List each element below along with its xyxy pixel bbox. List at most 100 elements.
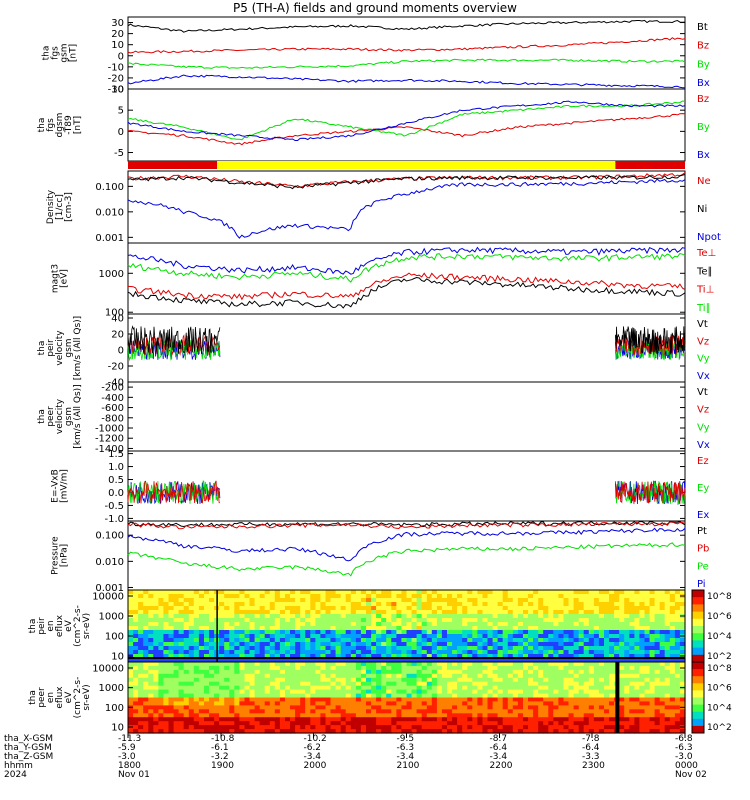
spectrogram-cell xyxy=(325,642,332,647)
spectrogram-cell xyxy=(371,622,377,627)
spectrogram-cell xyxy=(128,721,134,726)
spectrogram-cell xyxy=(335,638,342,643)
spectrogram-cell xyxy=(447,630,453,635)
spectrogram-cell xyxy=(310,638,316,643)
spectrogram-cell xyxy=(492,697,499,702)
spectrogram-cell xyxy=(340,662,347,667)
spectrogram-cell xyxy=(502,725,509,730)
spectrogram-cell xyxy=(391,681,397,687)
spectrogram-cell xyxy=(421,729,428,734)
spectrogram-cell xyxy=(371,614,377,619)
spectrogram-cell xyxy=(543,713,549,718)
spectrogram-cell xyxy=(330,650,337,655)
spectrogram-cell xyxy=(366,590,372,595)
spectrogram-cell xyxy=(548,602,554,607)
spectrogram-cell xyxy=(249,638,256,643)
spectrogram-cell xyxy=(487,658,494,663)
spectrogram-cell xyxy=(335,634,342,639)
spectrogram-cell xyxy=(573,626,580,631)
spectrogram-cell xyxy=(158,638,165,643)
spectrogram-cell xyxy=(674,709,681,714)
spectrogram-cell xyxy=(669,622,676,627)
spectrogram-cell xyxy=(269,685,276,691)
spectrogram-cell xyxy=(269,622,276,627)
spectrogram-cell xyxy=(305,729,311,734)
spectrogram-cell xyxy=(158,626,165,631)
spectrogram-cell xyxy=(573,614,580,619)
spectrogram-cell xyxy=(335,693,342,699)
mode-bar-segment xyxy=(217,161,616,169)
spectrogram-cell xyxy=(431,622,438,627)
spectrogram-cell xyxy=(391,677,397,683)
spectrogram-cell xyxy=(482,594,489,599)
spectrogram-cell xyxy=(457,638,463,643)
spectrogram-cell xyxy=(674,693,681,699)
spectrogram-cell xyxy=(502,713,509,718)
spectrogram-cell xyxy=(523,693,529,699)
spectrogram-cell xyxy=(523,610,529,615)
spectrogram-cell xyxy=(659,685,666,691)
spectrogram-cell xyxy=(447,614,453,619)
spectrogram-cell xyxy=(340,709,347,714)
spectrogram-cell xyxy=(391,689,397,695)
spectrogram-cell xyxy=(214,689,220,695)
spectrogram-cell xyxy=(128,673,134,679)
spectrogram-cell xyxy=(168,594,175,599)
spectrogram-cell xyxy=(320,614,327,619)
spectrogram-cell xyxy=(604,693,610,699)
spectrogram-cell xyxy=(360,665,367,671)
spectrogram-cell xyxy=(254,654,261,659)
spectrogram-cell xyxy=(583,709,590,714)
spectrogram-cell xyxy=(274,658,281,663)
spectrogram-cell xyxy=(178,650,185,655)
spectrogram-cell xyxy=(204,705,210,710)
spectrogram-cell xyxy=(517,673,524,679)
spectrogram-cell xyxy=(355,725,362,730)
spectrogram-cell xyxy=(178,602,185,607)
spectrogram-cell xyxy=(305,646,311,651)
spectrogram-cell xyxy=(659,614,666,619)
spectrogram-cell xyxy=(350,602,357,607)
spectrogram-cell xyxy=(274,677,281,683)
y-axis-label: velocity xyxy=(55,330,65,366)
spectrogram-cell xyxy=(669,630,676,635)
spectrogram-cell xyxy=(619,642,625,647)
spectrogram-cell xyxy=(360,622,367,627)
spectrogram-cell xyxy=(204,701,210,706)
spectrogram-cell xyxy=(295,689,301,695)
time-axis-row-label: hhmm xyxy=(4,761,33,771)
spectrogram-cell xyxy=(669,729,676,734)
y-tick-label: 0 xyxy=(118,51,124,62)
spectrogram-cell xyxy=(558,689,565,695)
spectrogram-cell xyxy=(634,618,641,623)
spectrogram-cell xyxy=(305,618,311,623)
spectrogram-cell xyxy=(467,697,473,702)
spectrogram-cell xyxy=(168,693,175,699)
spectrogram-cell xyxy=(290,725,296,730)
spectrogram-cell xyxy=(168,598,175,603)
spectrogram-cell xyxy=(158,713,165,718)
spectrogram-cell xyxy=(457,701,463,706)
spectrogram-cell xyxy=(360,602,367,607)
spectrogram-cell xyxy=(447,705,453,710)
spectrogram-cell xyxy=(340,658,347,663)
spectrogram-cell xyxy=(512,713,519,718)
spectrogram-cell xyxy=(305,681,311,687)
spectrogram-cell xyxy=(214,729,220,734)
spectrogram-cell xyxy=(264,662,271,667)
spectrogram-cell xyxy=(431,669,438,675)
spectrogram-cell xyxy=(193,689,200,695)
spectrogram-cell xyxy=(138,622,144,627)
spectrogram-cell xyxy=(406,594,413,599)
spectrogram-cell xyxy=(315,606,322,611)
spectrogram-cell xyxy=(639,725,646,730)
spectrogram-cell xyxy=(269,677,276,683)
spectrogram-cell xyxy=(259,618,266,623)
spectrogram-cell xyxy=(553,713,559,718)
spectrogram-cell xyxy=(234,673,240,679)
spectrogram-cell xyxy=(543,618,549,623)
spectrogram-cell xyxy=(143,642,149,647)
spectrogram-cell xyxy=(624,594,630,599)
spectrogram-cell xyxy=(234,654,240,659)
spectrogram-cell xyxy=(224,705,230,710)
